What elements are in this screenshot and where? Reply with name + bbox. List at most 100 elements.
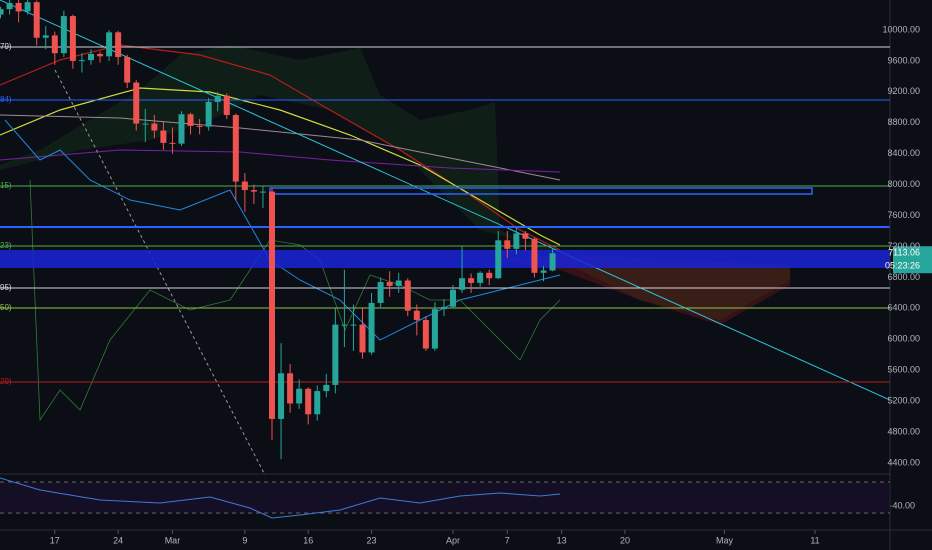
candle-body	[6, 2, 13, 10]
trendline	[0, 0, 891, 401]
x-tick-label: 7	[505, 535, 510, 545]
level-label: 29)	[0, 377, 12, 386]
candle-body	[205, 101, 212, 127]
candle-body	[178, 114, 185, 144]
candle-body	[160, 130, 167, 143]
candle-body	[540, 270, 547, 273]
candle-body	[60, 16, 67, 54]
candle-body	[504, 240, 511, 249]
y-tick-label: 8800.00	[887, 117, 920, 127]
candle-body	[531, 238, 538, 273]
y-tick-label: 5200.00	[887, 396, 920, 406]
ma-grey	[0, 114, 561, 181]
countdown: 05:23:26	[885, 261, 920, 271]
candle-body	[24, 2, 31, 12]
candle-body	[296, 388, 303, 404]
candle-body	[97, 53, 104, 57]
candle-body	[259, 191, 266, 193]
x-tick-label: Apr	[446, 535, 460, 545]
candle-body	[549, 253, 556, 271]
candle-body	[151, 123, 158, 131]
candle-body	[78, 60, 85, 62]
x-tick-label: 16	[303, 535, 313, 545]
candle-body	[250, 190, 257, 192]
y-tick-label: 7600.00	[887, 210, 920, 220]
candle-body	[440, 306, 447, 310]
candle-body	[133, 82, 140, 124]
rsi-band	[0, 482, 890, 513]
candle-body	[51, 35, 58, 54]
candle-body	[377, 282, 384, 303]
candle-body	[486, 272, 493, 279]
candle-body	[350, 324, 357, 326]
x-tick-label: 24	[113, 535, 123, 545]
level-label: 95)	[0, 283, 12, 292]
y-tick-label: 9200.00	[887, 86, 920, 96]
y-tick-label: 7200.00	[887, 241, 920, 251]
candle-body	[232, 115, 239, 182]
y-tick-label: 6800.00	[887, 272, 920, 282]
candle-body	[495, 240, 502, 279]
candle-body	[278, 373, 285, 419]
candle-body	[359, 324, 366, 353]
candle-body	[305, 388, 312, 415]
candle-body	[88, 53, 94, 61]
candle-body	[522, 233, 529, 239]
ma-red	[0, 44, 561, 251]
y-tick-label: 10000.00	[882, 24, 920, 34]
x-tick-label: 9	[242, 535, 247, 545]
y-tick-label: 5600.00	[887, 365, 920, 375]
candle-body	[106, 32, 113, 57]
y-tick-label: 6400.00	[887, 303, 920, 313]
candle-body	[69, 16, 76, 61]
zone	[0, 250, 890, 268]
x-tick-label: 13	[557, 535, 567, 545]
candle-body	[314, 391, 321, 415]
level-label: 50)	[0, 303, 12, 312]
candle-body	[33, 2, 40, 38]
candle-body	[42, 35, 49, 38]
candle-body	[404, 280, 411, 311]
candle-body	[241, 181, 248, 191]
price-box	[893, 246, 932, 274]
candle-body	[395, 280, 402, 286]
candle-body	[513, 233, 520, 249]
x-tick-label: Mar	[165, 535, 181, 545]
candle-body	[269, 191, 275, 419]
level-label: 23)	[0, 241, 12, 250]
candle-body	[468, 278, 475, 283]
candle-body	[431, 309, 438, 349]
ma-yellow	[0, 87, 561, 246]
level-label: 15)	[0, 181, 12, 190]
x-tick-label: 17	[50, 535, 60, 545]
candle-body	[169, 142, 176, 144]
y-tick-label: 9600.00	[887, 55, 920, 65]
y-tick-label: 8000.00	[887, 179, 920, 189]
candle-body	[368, 302, 375, 353]
candle-body	[422, 319, 429, 349]
candle-body	[223, 95, 230, 116]
y-tick-label: 8400.00	[887, 148, 920, 158]
x-tick-label: 20	[620, 535, 630, 545]
candle-body	[142, 123, 149, 125]
dashed-line	[54, 69, 266, 476]
x-tick-label: May	[716, 535, 734, 545]
y-tick-label: 4400.00	[887, 457, 920, 467]
candle-body	[187, 114, 194, 126]
candle-body	[386, 282, 393, 286]
y-tick-label: 4800.00	[887, 426, 920, 436]
candle-body	[477, 272, 484, 283]
candle-body	[323, 384, 330, 392]
x-tick-label: 11	[810, 535, 819, 545]
candle-body	[341, 324, 348, 326]
candle-body	[459, 278, 466, 290]
x-tick-label: 23	[367, 535, 377, 545]
candle-body	[0, 9, 4, 15]
candle-body	[115, 32, 122, 58]
candle-body	[196, 125, 203, 127]
ma-blue	[4, 119, 561, 341]
price-label: 7113.06	[888, 248, 920, 258]
rsi-tick-label: 40.00	[892, 500, 915, 510]
